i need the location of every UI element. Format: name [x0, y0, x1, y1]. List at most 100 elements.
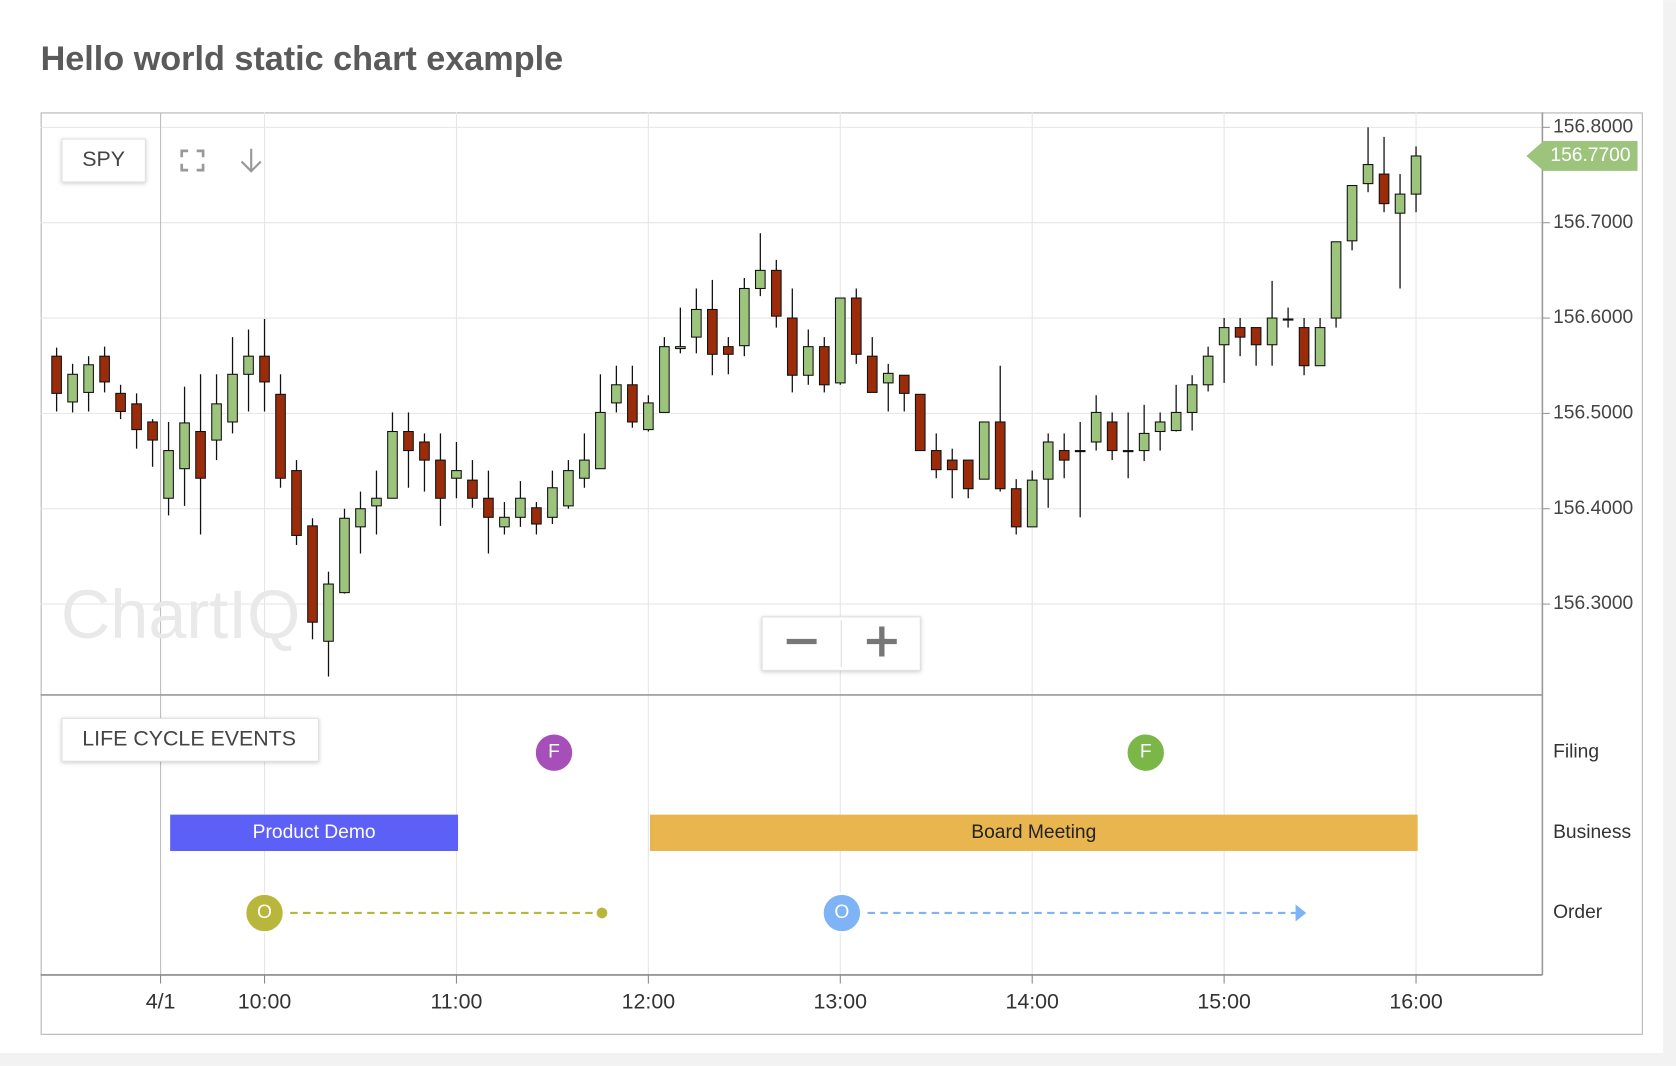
candle-body	[1106, 421, 1118, 452]
candle-body	[99, 355, 110, 383]
symbol-button-box[interactable]	[61, 138, 146, 183]
candle-body	[1138, 432, 1150, 452]
candle-body	[802, 346, 814, 376]
candle-body	[1058, 450, 1070, 461]
candle-body	[818, 346, 830, 386]
candle-body	[659, 346, 670, 413]
candle-body	[227, 373, 238, 423]
candle-body	[115, 392, 126, 413]
y-tick-label: 156.6000	[1553, 307, 1633, 328]
x-tick-label: 11:00	[431, 989, 483, 1013]
business-span[interactable]	[170, 814, 459, 851]
candle-body	[1362, 164, 1374, 185]
candle-body	[579, 459, 590, 479]
event-row-label: Order	[1553, 902, 1603, 923]
candle-body	[1186, 384, 1198, 413]
candle-body	[1266, 317, 1278, 346]
candle-body	[259, 355, 270, 383]
symbol-label[interactable]: SPY	[82, 147, 125, 171]
candle-body	[898, 374, 910, 394]
candle-body	[1314, 327, 1326, 367]
y-tick-label: 156.7000	[1553, 212, 1633, 233]
order-label: O	[834, 902, 849, 923]
candle-body	[387, 430, 398, 499]
candles	[51, 127, 1422, 677]
candle-body	[627, 384, 638, 423]
filing-label: F	[548, 742, 560, 763]
order-marker[interactable]	[244, 892, 285, 934]
candle-body	[179, 422, 190, 470]
filing-marker[interactable]	[533, 732, 575, 773]
x-tick-label: 16:00	[1389, 989, 1443, 1013]
watermark: ChartIQ	[61, 577, 300, 653]
zoom-in-glyph[interactable]	[866, 626, 897, 657]
x-tick-label: 10:00	[238, 989, 292, 1013]
candle-body	[722, 346, 734, 355]
x-tick-label: 4/1	[146, 989, 176, 1013]
event-row-label: Business	[1553, 822, 1631, 843]
y-tick-label: 156.5000	[1553, 402, 1633, 423]
candle-body	[1218, 327, 1230, 346]
download-glyph[interactable]	[240, 148, 262, 173]
candle-body	[595, 411, 606, 470]
candle-body	[1074, 450, 1086, 453]
symbol-button[interactable]: SPY	[61, 138, 146, 183]
candle-body	[1330, 241, 1342, 319]
candle-body	[1202, 355, 1214, 386]
candle-body	[163, 450, 174, 499]
order-marker[interactable]	[821, 892, 863, 934]
candle-body	[291, 470, 302, 536]
event-row-label: Filing	[1553, 742, 1599, 763]
candle-body	[691, 308, 702, 338]
candle-body	[1298, 327, 1310, 367]
candle-body	[707, 308, 718, 355]
candle-body	[403, 430, 414, 452]
events-button[interactable]: LIFE CYCLE EVENTS	[61, 717, 320, 762]
candle-body	[1282, 318, 1294, 321]
candle-body	[1042, 441, 1054, 480]
candle-body	[275, 393, 286, 479]
candle-body	[914, 393, 926, 452]
zoom-controls	[761, 616, 921, 671]
events-title[interactable]: LIFE CYCLE EVENTS	[82, 726, 296, 750]
candle-body	[675, 346, 686, 350]
candle-body	[131, 403, 142, 431]
candle-body	[419, 441, 430, 461]
y-tick-label: 156.4000	[1553, 498, 1633, 519]
candle-body	[355, 508, 366, 528]
fullscreen-icon[interactable]	[180, 149, 205, 172]
candle-body	[547, 487, 558, 518]
candle-body	[1250, 327, 1262, 346]
events-button-box[interactable]	[61, 717, 320, 762]
download-icon[interactable]	[240, 148, 262, 173]
candle-body	[1090, 411, 1102, 443]
candle-body	[1346, 184, 1358, 242]
candle-body	[770, 269, 782, 317]
candle-body	[882, 372, 894, 384]
candle-body	[738, 287, 750, 347]
candle-body	[323, 583, 334, 642]
candle-body	[83, 364, 94, 393]
candle-body	[754, 269, 766, 290]
candle-body	[307, 525, 318, 623]
candle-body	[483, 497, 494, 518]
order-end	[596, 907, 608, 919]
candle-body	[435, 459, 446, 499]
fullscreen-glyph[interactable]	[180, 149, 205, 172]
candle-body	[451, 470, 462, 479]
last-price-tag	[1526, 141, 1638, 171]
candle-body	[1394, 193, 1406, 214]
candle-body	[850, 297, 862, 355]
candle-body	[1026, 479, 1038, 528]
candle-body	[1154, 421, 1166, 433]
candle-body	[515, 497, 526, 518]
page-title: Hello world static chart example	[41, 40, 563, 78]
candle-body	[786, 317, 798, 376]
last-price-label: 156.7700	[1550, 145, 1630, 166]
candle-body	[946, 459, 958, 471]
candle-body	[834, 297, 846, 384]
candle-body	[499, 516, 510, 528]
filing-marker[interactable]	[1125, 732, 1167, 773]
business-span[interactable]	[649, 814, 1418, 851]
